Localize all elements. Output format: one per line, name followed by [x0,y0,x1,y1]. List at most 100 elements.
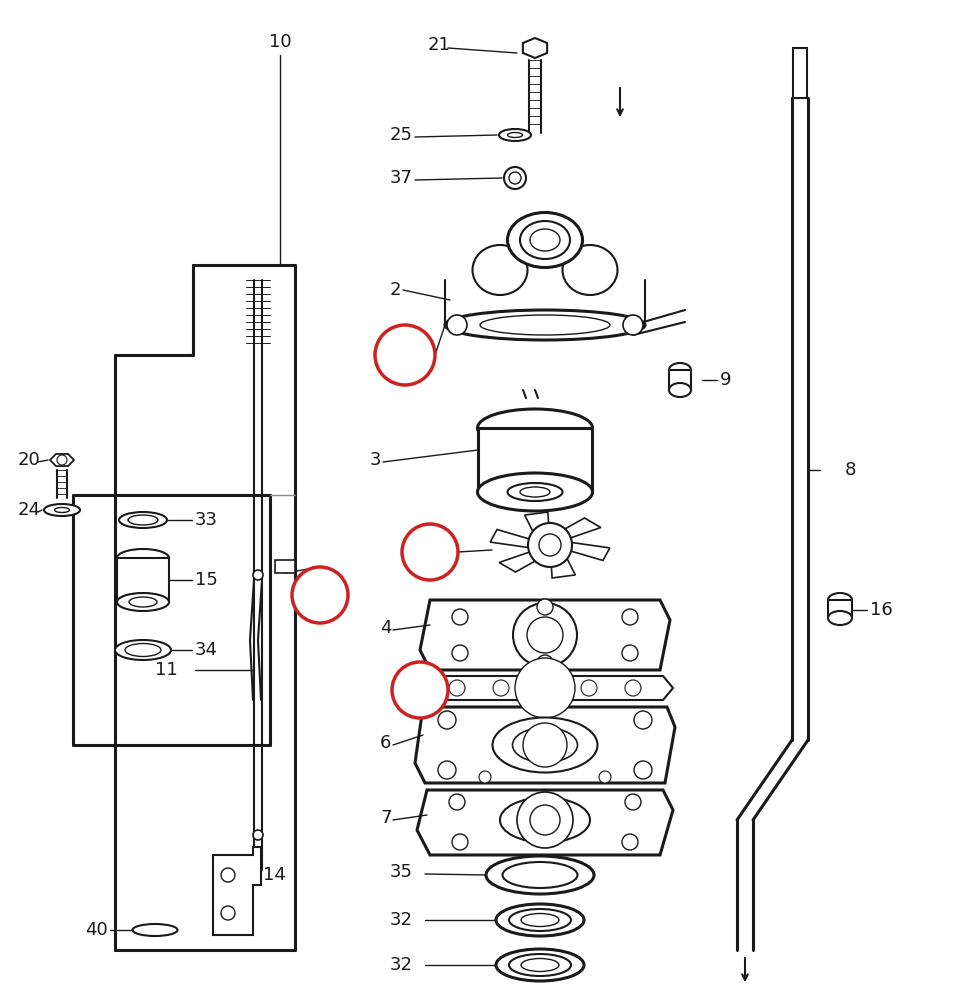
Circle shape [515,658,575,718]
Circle shape [392,662,448,718]
Text: 9: 9 [720,371,732,389]
Circle shape [622,609,638,625]
Polygon shape [499,545,550,572]
Circle shape [528,523,572,567]
Text: 20: 20 [18,451,41,469]
Circle shape [438,711,456,729]
Polygon shape [490,530,550,548]
Circle shape [449,794,465,810]
Circle shape [581,680,597,696]
Text: 21: 21 [428,36,451,54]
Polygon shape [415,707,675,783]
Polygon shape [550,518,601,545]
Ellipse shape [115,640,171,660]
Text: 7: 7 [380,809,391,827]
Circle shape [449,680,465,696]
Circle shape [625,794,641,810]
Circle shape [221,868,235,882]
Ellipse shape [509,954,571,976]
Circle shape [622,645,638,661]
Polygon shape [50,454,74,466]
Text: 11: 11 [155,661,178,679]
Circle shape [292,567,348,623]
Circle shape [527,617,563,653]
Text: 2: 2 [390,281,402,299]
Ellipse shape [512,728,578,762]
Ellipse shape [507,483,562,501]
Ellipse shape [54,508,70,512]
Text: 33: 33 [195,511,218,529]
Bar [669,370,691,390]
Circle shape [523,723,567,767]
Text: 39: 39 [309,586,331,604]
Ellipse shape [521,958,559,972]
Ellipse shape [500,798,590,842]
Circle shape [479,771,491,783]
Ellipse shape [44,504,80,516]
Text: 34: 34 [195,641,218,659]
Polygon shape [525,512,550,545]
Text: 10: 10 [269,33,291,51]
Text: 40: 40 [85,921,107,939]
Ellipse shape [828,593,852,607]
Polygon shape [417,790,673,855]
Circle shape [452,645,468,661]
Polygon shape [550,542,610,560]
Text: 25: 25 [390,126,413,144]
Text: 24: 24 [18,501,41,519]
Circle shape [452,609,468,625]
Ellipse shape [520,221,570,259]
Bar [478,428,592,492]
Circle shape [438,761,456,779]
Text: 36: 36 [394,346,416,364]
Text: 4: 4 [380,619,391,637]
Text: 32: 32 [390,911,413,929]
Polygon shape [420,600,670,670]
Ellipse shape [128,515,158,525]
Text: 16: 16 [870,601,892,619]
Text: 32: 32 [390,956,413,974]
Circle shape [517,792,573,848]
Ellipse shape [472,245,528,295]
Ellipse shape [521,914,559,926]
Text: 35: 35 [390,863,413,881]
Circle shape [622,834,638,850]
Circle shape [447,315,467,335]
Polygon shape [275,560,295,573]
Ellipse shape [828,611,852,625]
Text: 14: 14 [263,866,286,884]
Ellipse shape [445,310,645,340]
Ellipse shape [477,473,592,511]
Ellipse shape [493,718,597,772]
Circle shape [623,315,643,335]
Text: 3: 3 [370,451,381,469]
Polygon shape [417,676,673,700]
Ellipse shape [507,132,523,137]
Bar [117,558,169,602]
Circle shape [537,599,553,615]
Ellipse shape [507,213,583,267]
Ellipse shape [117,593,169,611]
Circle shape [253,830,263,840]
Circle shape [452,834,468,850]
Circle shape [539,534,561,556]
Ellipse shape [486,856,594,894]
Ellipse shape [119,512,167,528]
Ellipse shape [125,644,161,656]
Circle shape [599,771,611,783]
Circle shape [493,680,509,696]
Ellipse shape [480,315,610,335]
Ellipse shape [562,245,618,295]
Ellipse shape [499,129,531,141]
Ellipse shape [477,409,592,447]
Ellipse shape [509,909,571,931]
Ellipse shape [117,549,169,567]
Text: 15: 15 [195,571,218,589]
Circle shape [221,906,235,920]
Ellipse shape [133,924,177,936]
Ellipse shape [669,383,691,397]
Ellipse shape [496,904,584,936]
Bar [793,48,807,98]
Text: 37: 37 [390,169,413,187]
Circle shape [625,680,641,696]
